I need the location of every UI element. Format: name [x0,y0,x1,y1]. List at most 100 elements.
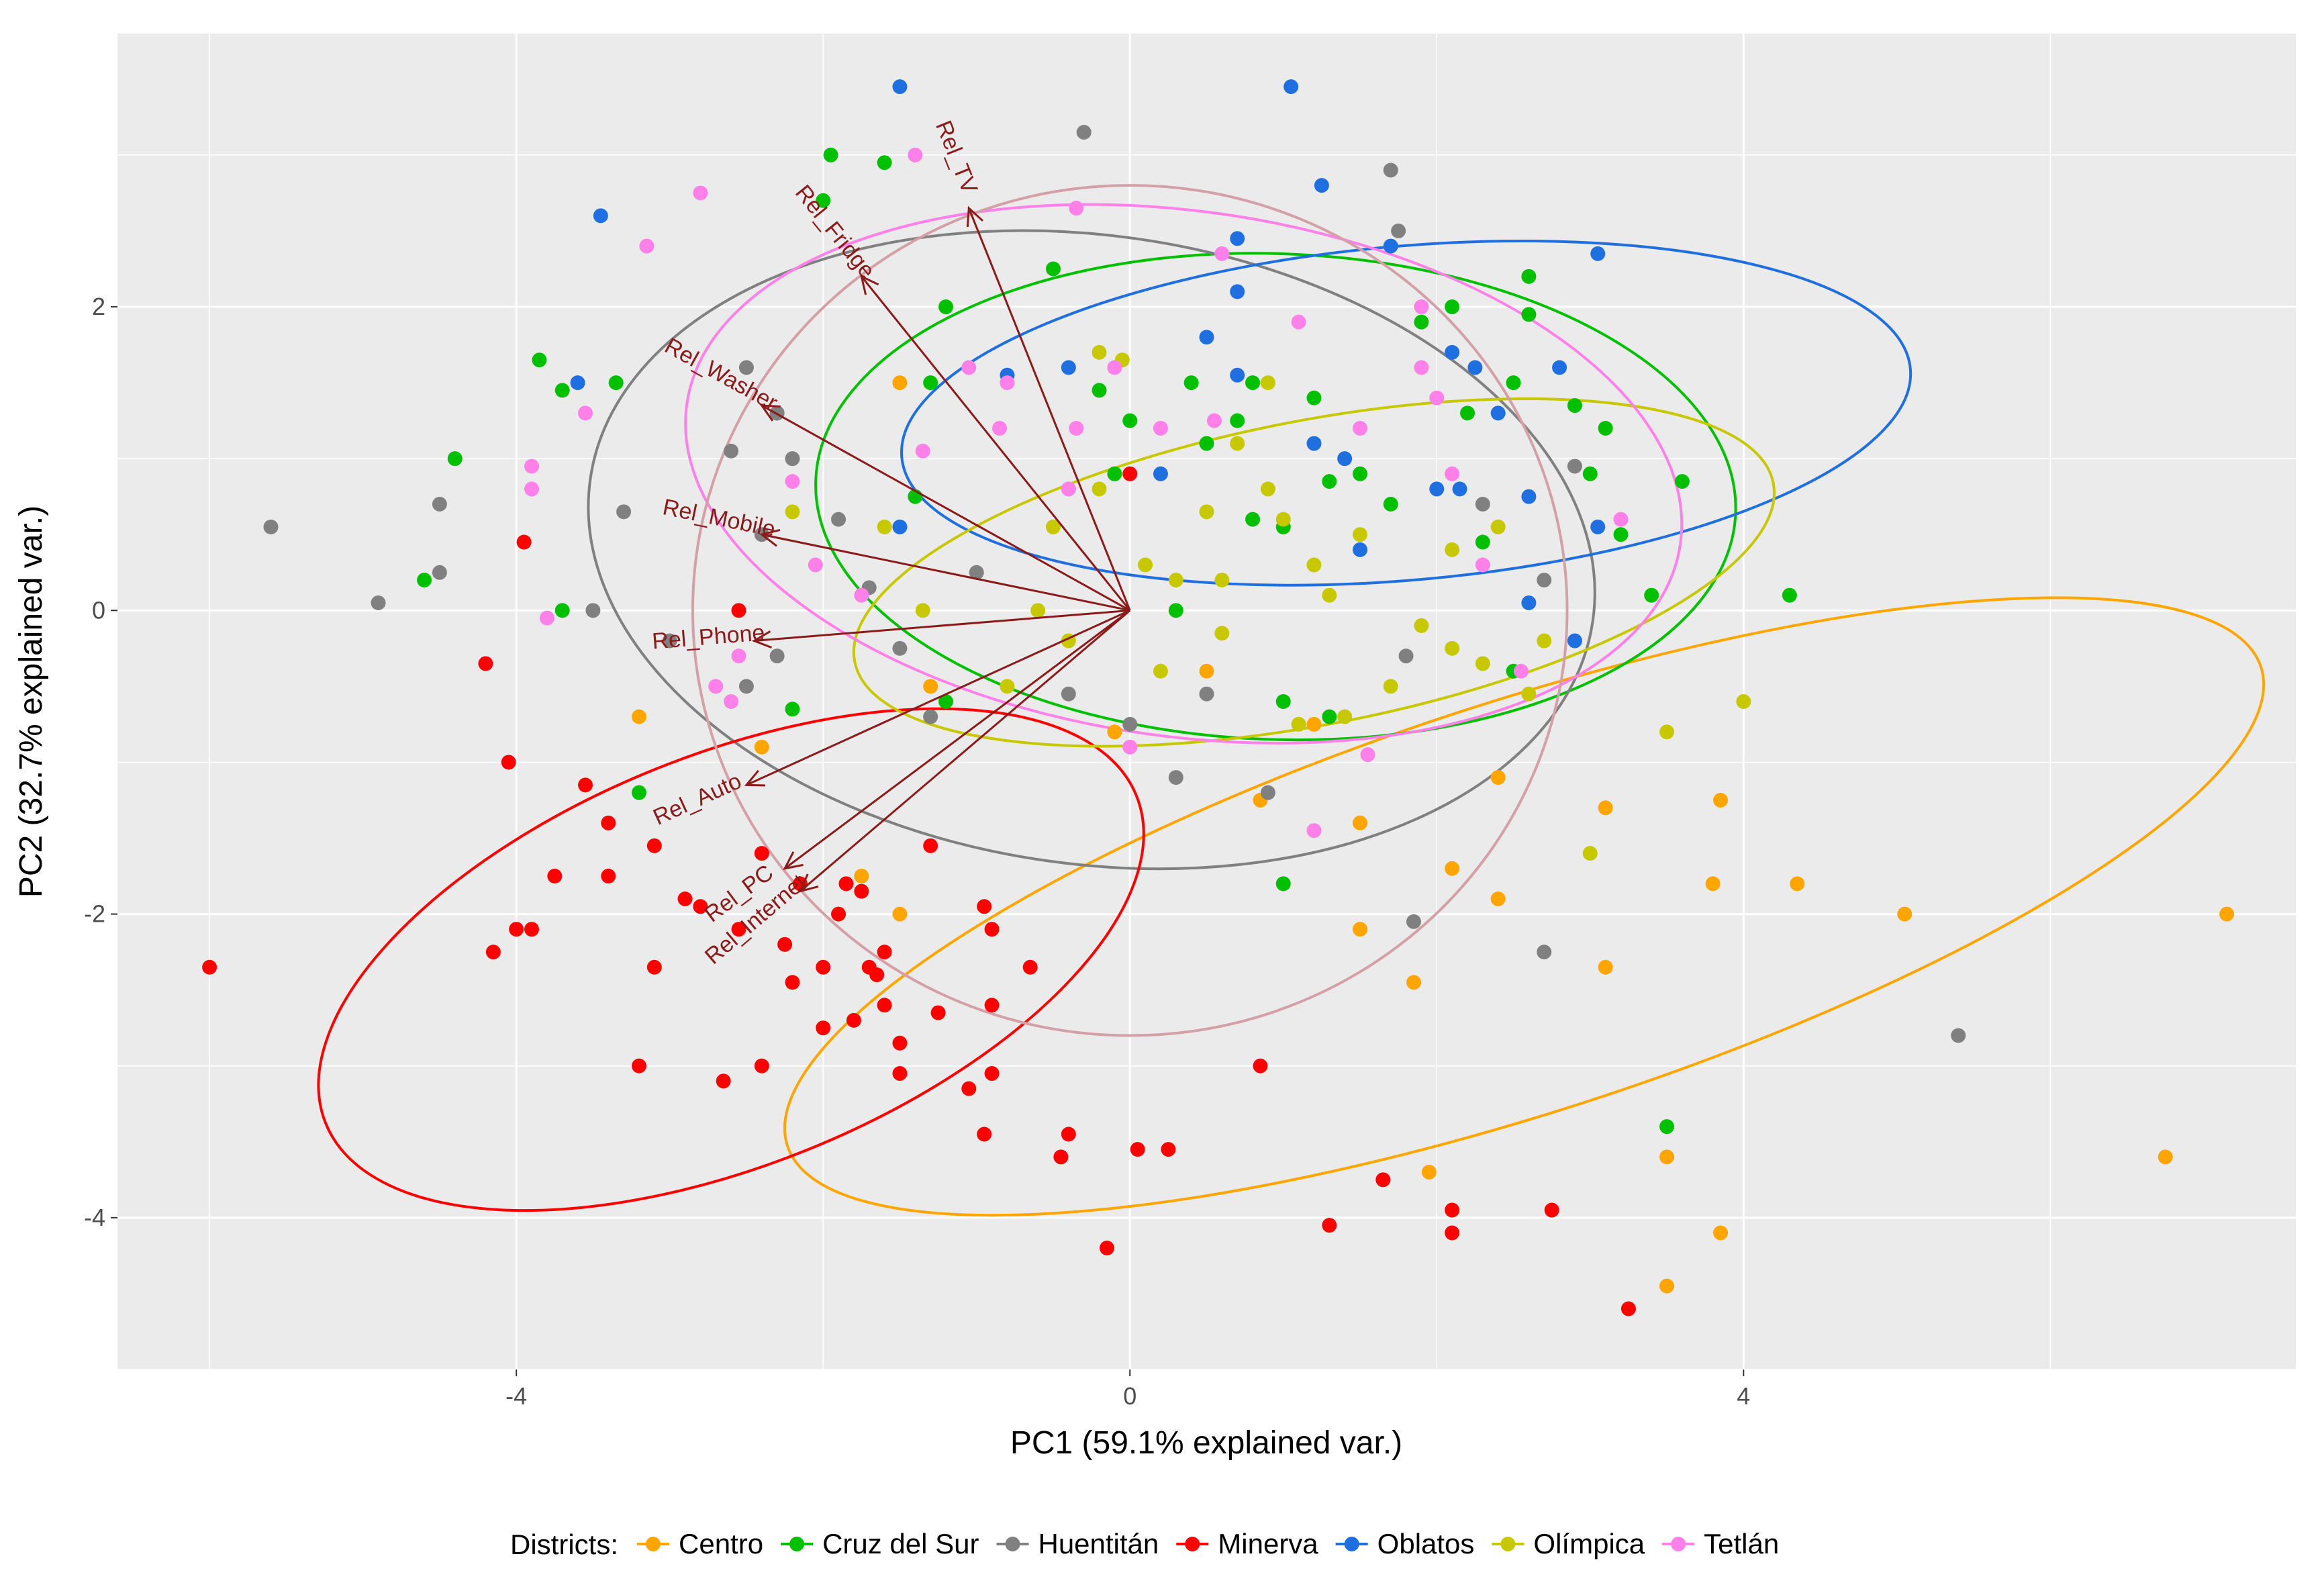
point-minerva [524,922,540,937]
legend-item-centro: Centro [637,1528,763,1559]
point-tetlan [524,481,540,497]
point-cruz-del-sur [823,147,838,162]
point-cruz-del-sur [447,451,463,467]
point-olimpica [1383,679,1398,694]
point-centro [1490,770,1506,785]
point-olimpica [1659,724,1675,740]
legend-item-cruz-del-sur: Cruz del Sur [781,1528,979,1559]
point-olimpica [1260,481,1275,497]
data-points [202,79,2235,1316]
point-minerva [930,1005,946,1020]
point-oblatos [1467,360,1483,375]
point-oblatos [1490,405,1506,421]
point-centro [1705,876,1721,892]
point-tetlan [854,587,869,603]
point-olimpica [1306,557,1322,573]
legend-item-huentitan: Huentitán [996,1528,1159,1559]
point-tetlan [1122,739,1138,755]
point-minerva [646,838,662,853]
point-centro [1713,1225,1729,1241]
point-minerva [892,1035,908,1051]
point-huentitan [923,709,938,724]
point-oblatos [1061,360,1076,375]
point-huentitan [1406,914,1422,929]
point-huentitan [1567,459,1582,474]
legend-label: Cruz del Sur [822,1528,979,1559]
point-minerva [1322,1218,1337,1233]
point-olimpica [915,603,930,618]
arrowhead-rel-auto [744,769,765,787]
x-tick-label: -4 [505,1382,527,1410]
point-olimpica [877,519,892,534]
point-tetlan [1107,360,1122,375]
point-tetlan [1414,299,1429,315]
ellipse-centro [783,596,2266,1217]
point-oblatos [1383,238,1398,254]
point-cruz-del-sur [554,603,570,618]
point-tetlan [708,679,724,694]
point-huentitan [371,595,386,611]
point-olimpica [1230,436,1245,451]
point-oblatos [593,208,608,224]
point-minerva [731,603,746,618]
legend-item-minerva: Minerva [1176,1528,1318,1559]
point-huentitan [769,648,785,664]
point-cruz-del-sur [1567,398,1582,414]
point-tetlan [1475,557,1490,573]
point-oblatos [1337,451,1353,467]
point-centro [1445,861,1460,876]
point-tetlan [915,443,930,459]
point-huentitan [785,451,800,467]
point-oblatos [1199,330,1214,345]
point-centro [1107,724,1122,740]
point-huentitan [1076,124,1092,140]
point-tetlan [693,185,708,201]
point-minerva [984,998,1000,1013]
point-centro [754,739,769,755]
point-cruz-del-sur [1475,534,1490,550]
point-cruz-del-sur [1168,603,1183,618]
arrowhead-rel-phone [751,630,773,649]
point-centro [892,906,908,922]
point-centro [1713,792,1729,808]
point-huentitan [892,640,908,656]
point-tetlan [524,459,540,474]
arrowhead-rel-tv [966,205,983,228]
point-centro [854,869,869,884]
arrow-rel-tv [967,207,1131,611]
legend-label: Tetlán [1704,1528,1779,1559]
point-olimpica [1445,542,1460,557]
point-huentitan [738,679,754,694]
point-cruz-del-sur [1092,383,1107,398]
point-minerva [601,815,616,830]
point-centro [1790,876,1805,892]
point-olimpica [1092,481,1107,497]
point-olimpica [1214,573,1230,588]
point-huentitan [1199,686,1214,702]
y-tick-label: 0 [92,596,105,624]
point-cruz-del-sur [1598,420,1613,436]
point-centro [1406,975,1422,990]
arrow-rel-auto [746,609,1130,786]
point-oblatos [1314,178,1329,193]
point-oblatos [892,519,908,534]
point-huentitan [831,512,846,527]
point-centro [1421,1165,1437,1180]
legend-key-point [1005,1537,1020,1551]
point-minerva [577,777,593,793]
point-huentitan [263,519,279,534]
point-minerva [961,1081,977,1096]
point-oblatos [1230,284,1245,299]
point-minerva [1620,1301,1636,1316]
point-huentitan [662,633,677,648]
point-huentitan [1537,573,1552,588]
point-oblatos [1306,436,1322,451]
point-centro [1353,815,1368,830]
point-minerva [1161,1142,1176,1157]
point-minerva [1445,1225,1460,1241]
point-minerva [892,1066,908,1081]
x-axis-title: PC1 (59.1% explained var.) [1010,1425,1402,1461]
point-olimpica [1260,375,1275,391]
point-huentitan [1260,785,1275,800]
point-centro [1598,800,1613,816]
